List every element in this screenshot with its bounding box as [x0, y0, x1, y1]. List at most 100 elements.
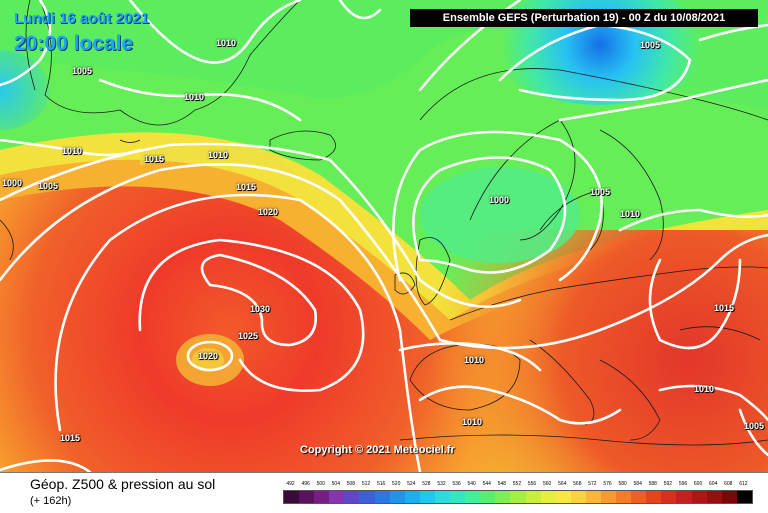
isobar-label: 1010 — [62, 146, 83, 156]
forecast-date: Lundi 16 août 2021 — [14, 10, 150, 27]
legend-label: 572 — [588, 481, 597, 487]
isobar-1025 — [138, 238, 365, 392]
legend-swatch — [284, 491, 300, 503]
isobar-label: 1010 — [464, 355, 485, 365]
legend-swatch — [480, 491, 496, 503]
iceland-coast — [269, 130, 337, 161]
isobar-southeast — [738, 408, 768, 457]
africa-coast — [399, 434, 768, 446]
isobar-west-1010 — [0, 138, 142, 157]
isobar-north-b — [558, 78, 768, 122]
greenland-tip — [119, 139, 141, 143]
legend-label: 608 — [724, 481, 733, 487]
isobar-label: 1000 — [489, 195, 510, 205]
isobar-label: 1025 — [238, 331, 259, 341]
isobar-1015 — [0, 162, 768, 350]
isobar-label: 1005 — [640, 40, 661, 50]
isobar-1020-ring — [186, 340, 234, 372]
legend-label: 604 — [709, 481, 718, 487]
legend-label: 508 — [346, 481, 356, 487]
isobar-label: 1015 — [236, 182, 257, 192]
legend-label: 600 — [693, 481, 703, 487]
isobar-label: 1030 — [250, 304, 271, 314]
legend-swatch — [495, 491, 511, 503]
east-heat-zone — [400, 230, 768, 472]
forecast-lead: (+ 162h) — [30, 495, 72, 507]
legend-swatch — [389, 491, 405, 503]
legend-label: 540 — [467, 481, 476, 487]
legend-swatch — [465, 491, 481, 503]
legend-swatch — [314, 491, 330, 503]
map-canvas — [0, 0, 768, 472]
isobar-label: 1020 — [198, 351, 219, 361]
canada-coast — [0, 219, 14, 261]
isobar-southwest — [0, 459, 92, 472]
isobar-east-1010 — [658, 384, 768, 422]
legend-swatch — [631, 491, 647, 503]
legend-label: 612 — [739, 481, 748, 487]
legend-swatch — [419, 491, 435, 503]
scandinavia-north — [419, 68, 768, 121]
legend-swatch — [434, 491, 451, 503]
isobar-east-1015 — [648, 258, 742, 350]
forecast-time: 20:00 locale — [14, 32, 134, 55]
legend-label: 516 — [376, 481, 386, 487]
isobar-label: 1005 — [744, 421, 765, 431]
isobar-label: 1005 — [38, 181, 59, 191]
legend-label: 560 — [542, 481, 552, 487]
isobar-label: 1010 — [208, 150, 229, 160]
legend-label: 492 — [286, 481, 295, 487]
legend-swatch — [736, 491, 752, 503]
copyright-label: Copyright © 2021 Meteociel.fr — [300, 444, 455, 456]
greenland-west — [25, 0, 36, 91]
jet-yellow — [140, 140, 300, 180]
legend-label: 528 — [422, 481, 431, 487]
chart-title: Géop. Z500 & pression au sol — [30, 476, 216, 492]
legend-label: 592 — [663, 481, 673, 487]
legend-label: 532 — [437, 481, 446, 487]
legend-label: 524 — [407, 481, 416, 487]
legend-swatch — [616, 491, 632, 503]
coastlines — [0, 0, 768, 446]
legend-label: 596 — [678, 481, 688, 487]
legend-swatch — [706, 491, 722, 503]
legend-swatch — [374, 491, 390, 503]
isobar-label: 1010 — [216, 38, 237, 48]
legend-label: 556 — [527, 481, 537, 487]
isobar-label: 1005 — [590, 187, 611, 197]
legend-label: 500 — [316, 481, 325, 487]
model-run-label: Ensemble GEFS (Perturbation 19) - 00 Z d… — [410, 9, 758, 27]
legend-swatch — [344, 491, 360, 503]
isobars — [0, 0, 768, 472]
legend-label: 564 — [558, 481, 567, 487]
isobar-label: 1020 — [258, 207, 279, 217]
isobar-south-1010 — [418, 385, 622, 425]
isobar-label: 1010 — [462, 417, 483, 427]
isobar-south-a — [398, 342, 542, 372]
isobar-greenland-b — [98, 78, 302, 122]
isobar-1000 — [412, 156, 567, 274]
isobar-1020 — [54, 193, 422, 472]
footer: Géop. Z500 & pression au sol (+ 162h) 49… — [0, 472, 768, 513]
isobar-1005-north — [498, 23, 692, 102]
legend-label: 512 — [361, 481, 371, 487]
norway-coast — [469, 119, 576, 241]
legend-label: 580 — [618, 481, 627, 487]
legend-labels: 492 496 500 504 508 512 516 520 524 528 532 536 540 5… — [283, 481, 751, 487]
legend-label: 496 — [301, 481, 310, 487]
geopotential-map: Lundi 16 août 2021 20:00 locale Ensemble… — [0, 0, 768, 472]
legend-swatch — [585, 491, 601, 503]
isobar-1030 — [200, 253, 318, 347]
legend-swatch — [570, 491, 586, 503]
ridge-core — [192, 348, 224, 372]
uk-coast — [415, 237, 451, 306]
legend-label: 576 — [603, 481, 612, 487]
greenland-coast — [39, 0, 301, 126]
legend-label: 568 — [573, 481, 582, 487]
isobar-label: 1010 — [184, 92, 205, 102]
legend-label: 584 — [633, 481, 642, 487]
legend-swatch — [450, 491, 466, 503]
iberia-coast — [409, 343, 521, 411]
isobar-greenland-1010 — [128, 0, 302, 64]
